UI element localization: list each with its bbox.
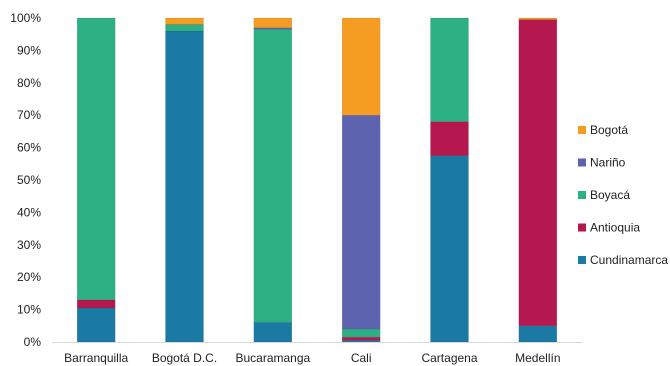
y-tick-label: 50%: [17, 173, 41, 187]
bar-segment: [341, 328, 381, 338]
bar-segment: [253, 322, 293, 343]
bar-segment: [165, 17, 204, 25]
y-tick-label: 100%: [10, 11, 41, 25]
y-tick-label: 60%: [17, 141, 41, 155]
bar-segment: [518, 17, 558, 20]
bar-segment: [341, 17, 381, 116]
bar-segment: [518, 325, 558, 343]
bar-segment: [253, 17, 293, 28]
x-tick-label: Bucaramanga: [235, 351, 310, 365]
x-tick-label: Medellín: [515, 351, 560, 365]
y-tick-label: 70%: [17, 108, 41, 122]
legend-label: Antioquia: [590, 221, 640, 235]
bar-segment: [430, 121, 469, 156]
bar-segment: [76, 307, 116, 343]
y-tick-label: 30%: [17, 238, 41, 252]
y-tick-label: 40%: [17, 205, 41, 219]
bar-segment: [76, 299, 116, 309]
legend-label: Nariño: [590, 156, 626, 170]
y-tick-label: 10%: [17, 303, 41, 317]
legend-swatch: [578, 256, 586, 264]
bar-segment: [165, 24, 204, 32]
bar-segment: [165, 30, 204, 343]
x-tick-label: Barranquilla: [64, 351, 128, 365]
bar-segment: [518, 19, 558, 327]
y-tick-label: 80%: [17, 76, 41, 90]
x-tick-label: Bogotá D.C.: [152, 351, 217, 365]
bar-segment: [341, 114, 381, 330]
legend-swatch: [578, 223, 586, 232]
legend-swatch: [578, 191, 586, 199]
bar-segment: [430, 17, 469, 122]
legend-label: Bogotá: [590, 123, 628, 137]
y-axis: 0% 10% 20% 30% 40% 50% 60% 70% 80% 90% 100%: [10, 11, 41, 349]
x-tick-label: Cali: [351, 351, 372, 365]
y-tick-label: 20%: [17, 270, 41, 284]
bar-segment: [341, 336, 381, 341]
bars: [76, 17, 558, 343]
x-axis: Barranquilla Bogotá D.C. Bucaramanga Cali Ca…: [64, 351, 560, 365]
legend: Bogotá Nariño Boyacá Antioquia Cundinamarca: [578, 123, 668, 267]
bar-segment: [253, 29, 293, 323]
legend-swatch: [578, 126, 586, 134]
legend-swatch: [578, 158, 586, 167]
bar-segment: [430, 155, 469, 343]
x-tick-label: Cartagena: [421, 351, 477, 365]
legend-label: Cundinamarca: [590, 253, 668, 267]
bar-segment: [76, 17, 116, 301]
legend-label: Boyacá: [590, 188, 630, 202]
y-tick-label: 90%: [17, 43, 41, 57]
y-tick-label: 0%: [24, 335, 42, 349]
